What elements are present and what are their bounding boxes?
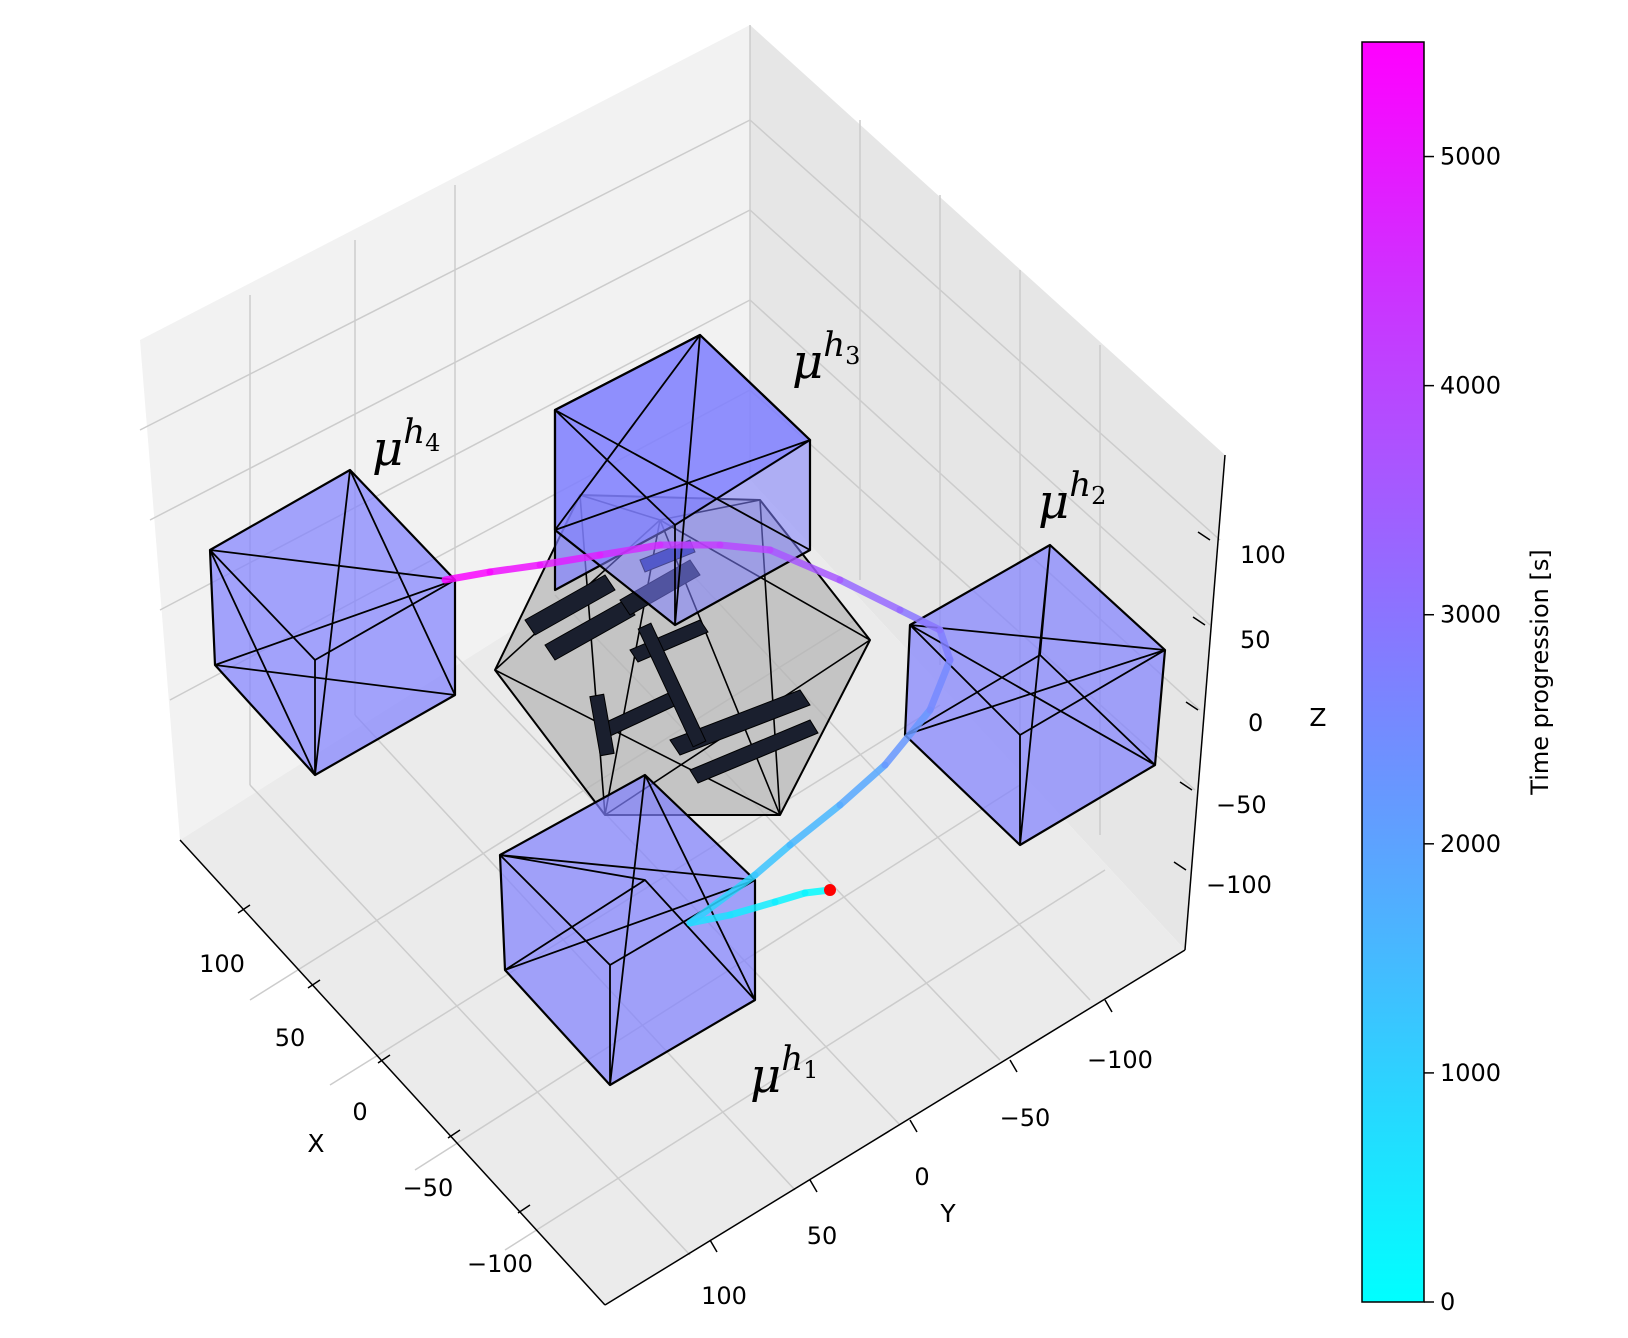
trajectory-segment — [441, 568, 494, 584]
hold-label-mu: μ — [750, 1048, 781, 1104]
x-tick-label: 50 — [275, 1024, 306, 1052]
colorbar-tick-label: 5000 — [1440, 143, 1501, 171]
trajectory-segment — [766, 546, 844, 584]
y-tick-label: −100 — [1087, 1046, 1153, 1074]
x-tick-label: 0 — [352, 1098, 367, 1126]
trajectory-segment — [926, 656, 954, 714]
colorbar-tick-label: 1000 — [1440, 1059, 1501, 1087]
hold-label-mu: μ — [1038, 474, 1069, 530]
trajectory-segment — [836, 761, 889, 809]
x-tick-label: −50 — [403, 1174, 454, 1202]
colorbar-tick-label: 4000 — [1440, 372, 1501, 400]
hold-label-sup: h — [823, 325, 845, 365]
hold-label-sup: h — [403, 412, 425, 452]
hold-region-cube-h2 — [903, 543, 1167, 847]
trajectory-segment — [686, 871, 759, 927]
hold-label-mu: μ — [372, 421, 403, 477]
axis-lines — [179, 454, 1226, 1306]
hold-label-sup: h — [781, 1039, 803, 1079]
x-tick-labels: 100 50 0 −50 −100 — [199, 950, 533, 1278]
hold-label-sub: 1 — [803, 1056, 818, 1084]
x-tick-label: −100 — [467, 1250, 533, 1278]
trajectory-segment — [716, 541, 774, 554]
trajectory-segment — [936, 626, 954, 664]
trajectory-segment — [771, 889, 809, 906]
trajectory-segment — [896, 606, 944, 634]
colorbar-tick-label: 2000 — [1440, 830, 1501, 858]
y-tick-label: 100 — [701, 1282, 747, 1310]
hold-region-labels: μh1 μh2 μh3 μh4 — [372, 325, 1106, 1104]
trajectory-segment — [536, 551, 604, 569]
hold-label-sub: 2 — [1091, 482, 1106, 510]
trajectory-segment — [836, 576, 904, 614]
colorbar-gradient — [1361, 41, 1425, 1303]
y-tick-label: 0 — [914, 1163, 929, 1191]
trajectory-segment — [751, 841, 794, 879]
trajectory-segment — [486, 561, 544, 576]
z-tick-label: 50 — [1240, 626, 1271, 654]
y-axis-label: Y — [939, 1199, 956, 1228]
hold-region-cube-h4 — [208, 468, 457, 777]
z-tick-labels: 100 50 0 −50 −100 — [1206, 541, 1286, 899]
trajectory-segment — [881, 706, 934, 769]
hold-label-mu: μ — [792, 334, 823, 390]
colorbar-tick-label: 0 — [1440, 1288, 1455, 1316]
hold-region-cube-h1 — [498, 773, 757, 1087]
z-tick-label: 0 — [1248, 709, 1263, 737]
colorbar: 5000 4000 3000 2000 1000 0 Time progression [… — [1361, 41, 1554, 1316]
hold-label-h3: μh3 — [792, 325, 860, 390]
hold-label-sub: 3 — [845, 342, 860, 370]
x-axis-label: X — [307, 1129, 324, 1158]
z-axis-label: Z — [1309, 703, 1326, 732]
trajectory-segment — [596, 541, 664, 559]
hold-label-sup: h — [1069, 465, 1091, 505]
hold-label-h2: μh2 — [1038, 465, 1106, 530]
colorbar-ticks: 5000 4000 3000 2000 1000 0 — [1424, 143, 1501, 1316]
y-tick-label: −50 — [1000, 1104, 1051, 1132]
colorbar-label: Time progression [s] — [1526, 549, 1554, 795]
hold-label-h1: μh1 — [750, 1039, 818, 1104]
trajectory-segment — [786, 801, 844, 849]
colorbar-tick-label: 3000 — [1440, 601, 1501, 629]
x-tick-label: 100 — [199, 950, 245, 978]
y-tick-label: 50 — [807, 1222, 838, 1250]
z-tick-label: 100 — [1240, 541, 1286, 569]
y-tick-labels: −100 −50 0 50 100 — [701, 1046, 1153, 1310]
trajectory — [441, 541, 954, 927]
z-tick-label: −100 — [1206, 871, 1272, 899]
start-marker — [824, 884, 836, 896]
hold-label-sub: 4 — [425, 429, 440, 457]
z-tick-label: −50 — [1216, 791, 1267, 819]
trajectory-segment — [726, 898, 779, 919]
hold-label-h4: μh4 — [372, 412, 440, 477]
